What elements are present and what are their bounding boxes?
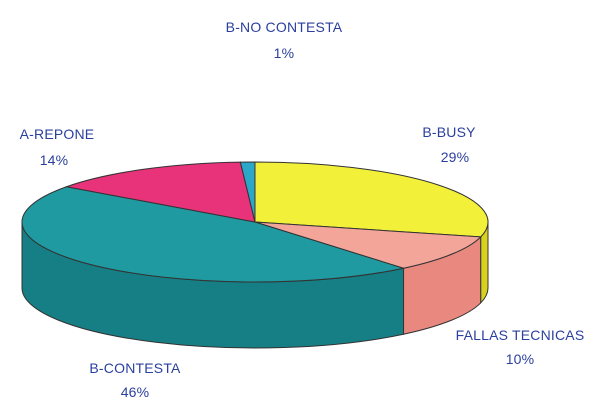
label-b-no-contesta-value: 1% [274, 45, 295, 61]
label-b-busy-name: B-BUSY [422, 124, 476, 140]
label-b-contesta-value: 46% [121, 384, 150, 400]
pie-slice-b-busy [254, 161, 489, 238]
pie-slice-a-repone [64, 161, 256, 223]
label-a-repone-value: 14% [40, 152, 69, 168]
label-b-busy-value: 29% [441, 149, 470, 165]
pie-slice-b-no-contesta [239, 161, 256, 223]
label-fallas-tecnicas-value: 10% [506, 351, 535, 367]
pie-tops [21, 161, 489, 283]
label-b-contesta-name: B-CONTESTA [89, 360, 181, 376]
label-b-no-contesta-name: B-NO CONTESTA [226, 19, 343, 35]
pie-slice-b-contesta [21, 186, 406, 283]
pie-slice-fallas-tecnicas [254, 221, 482, 269]
label-a-repone-name: A-REPONE [20, 126, 95, 142]
label-fallas-tecnicas-name: FALLAS TECNICAS [456, 327, 585, 343]
